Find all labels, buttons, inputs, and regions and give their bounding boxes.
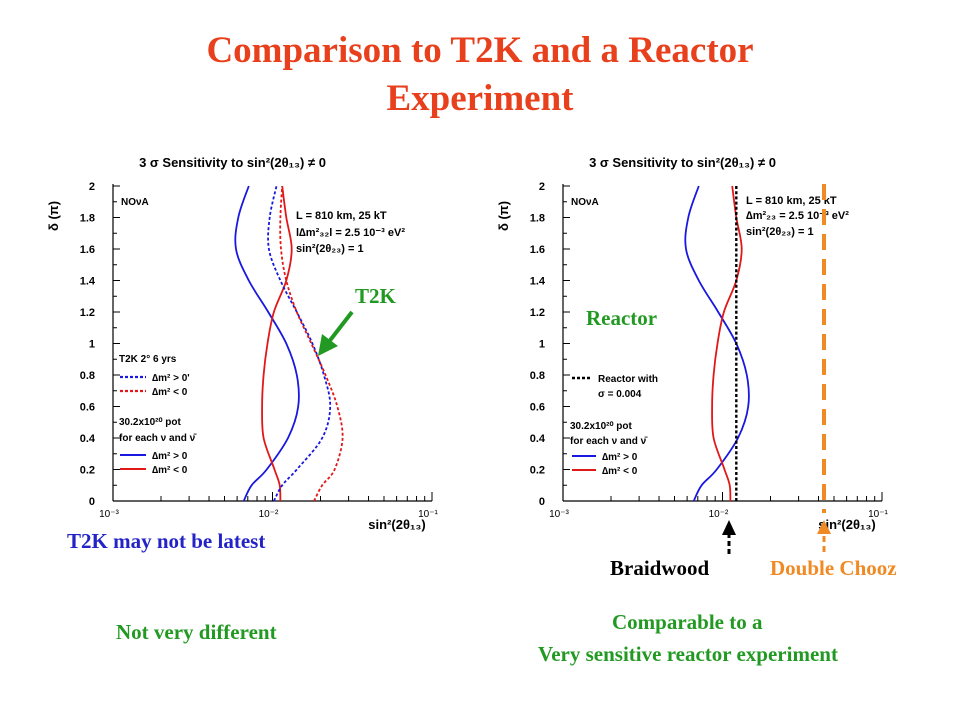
left-legend-label-4: ∆m² < 0 (152, 465, 188, 476)
right-y-tick-label: 1.4 (530, 276, 546, 288)
left-y-tick-label: 0.8 (80, 370, 95, 382)
double-chooz-arrow-head (817, 520, 831, 534)
right-caption-line1: Comparable to a (612, 610, 763, 634)
right-annot-theta23: sin²(2θ₂₃) = 1 (746, 226, 814, 238)
left-y-tick-label: 0.6 (80, 402, 95, 414)
right-annot-dm2: ∆m²₂₃ = 2.5 10⁻³ eV² (746, 210, 849, 222)
braidwood-arrow-head (722, 520, 736, 535)
left-annot-dm2: l∆m²₃₂l = 2.5 10⁻³ eV² (296, 227, 405, 239)
right-y-tick-label: 0.2 (530, 465, 545, 477)
left-y-tick-label: 1.6 (80, 244, 95, 256)
right-y-tick-label: 2 (539, 181, 545, 193)
left-x-tick-label: 10⁻³ (99, 509, 119, 520)
left-y-tick-label: 0.2 (80, 465, 95, 477)
right-legend-label-pos: ∆m² > 0 (602, 452, 638, 463)
right-x-tick-label: 10⁻³ (549, 509, 569, 520)
left-legend-label-3: ∆m² > 0 (152, 451, 188, 462)
right-y-tick-label: 0.4 (530, 433, 546, 445)
right-y-axis-label: δ (π) (496, 201, 511, 231)
left-x-tick-label: 10⁻¹ (418, 509, 438, 520)
right-x-tick-label: 10⁻¹ (868, 509, 888, 520)
slide-title-line1: Comparison to T2K and a Reactor (206, 30, 754, 71)
left-nova-label: NOνA (121, 197, 149, 208)
t2k-arrow-shaft (326, 310, 354, 345)
right-caption-line2: Very sensitive reactor experiment (538, 642, 838, 666)
right-y-tick-label: 1.8 (530, 213, 545, 225)
right-y-tick-label: 1 (539, 339, 545, 351)
left-y-tick-label: 0 (89, 496, 95, 508)
left-legend-label-1: ∆m² > 0' (152, 373, 190, 384)
right-legend-label-neg: ∆m² < 0 (602, 466, 638, 477)
left-caption: Not very different (116, 620, 277, 644)
right-x-axis-label: sin²(2θ₁₃) (818, 517, 875, 532)
right-legend-sigma: σ = 0.004 (598, 389, 642, 400)
left-chart-title: 3 σ Sensitivity to sin²(2θ₁₃) ≠ 0 (139, 155, 326, 170)
left-legend-label-2: ∆m² < 0 (152, 387, 188, 398)
left-series-line-1 (261, 185, 293, 502)
right-legend-each: for each ν and ν̄ (570, 436, 648, 447)
left-y-axis-label: δ (π) (46, 201, 61, 231)
left-y-tick-label: 2 (89, 181, 95, 193)
right-y-tick-label: 1.2 (530, 307, 545, 319)
right-series-line-1 (711, 185, 743, 502)
t2k-arrow-head (318, 334, 338, 356)
right-chart-title: 3 σ Sensitivity to sin²(2θ₁₃) ≠ 0 (589, 155, 776, 170)
left-x-axis-label: sin²(2θ₁₃) (368, 517, 425, 532)
left-y-tick-label: 1.2 (80, 307, 95, 319)
right-y-tick-label: 1.6 (530, 244, 545, 256)
left-series-line-3 (279, 185, 344, 502)
t2k-callout: T2K (355, 284, 396, 308)
right-y-tick-label: 0.8 (530, 370, 545, 382)
right-legend-reactor: Reactor with (598, 374, 658, 385)
right-y-tick-label: 0 (539, 496, 545, 508)
left-note: T2K may not be latest (67, 529, 266, 553)
left-annot-theta23: sin²(2θ₂₃) = 1 (296, 243, 364, 255)
left-y-tick-label: 1 (89, 339, 95, 351)
left-legend-heading: T2K 2° 6 yrs (119, 354, 177, 365)
left-y-tick-label: 1.4 (80, 276, 96, 288)
left-legend-pot: 30.2x10²⁰ pot (119, 417, 181, 428)
right-series-line-0 (684, 185, 750, 502)
left-y-tick-label: 0.4 (80, 433, 96, 445)
left-legend-each: for each ν and ν̄ (119, 433, 197, 444)
left-y-tick-label: 1.8 (80, 213, 95, 225)
reactor-callout: Reactor (586, 306, 658, 330)
right-y-tick-label: 0.6 (530, 402, 545, 414)
left-series-line-0 (234, 185, 300, 502)
braidwood-label: Braidwood (610, 556, 710, 580)
right-legend-pot: 30.2x10²⁰ pot (570, 421, 632, 432)
doublechooz-label: Double Chooz (770, 556, 897, 580)
slide-title-line2: Experiment (386, 78, 574, 119)
right-x-tick-label: 10⁻² (709, 509, 729, 520)
right-annot-baseline: L = 810 km, 25 kT (746, 195, 837, 207)
right-nova-label: NOνA (571, 197, 599, 208)
left-x-tick-label: 10⁻² (259, 509, 279, 520)
left-annot-baseline: L = 810 km, 25 kT (296, 210, 387, 222)
